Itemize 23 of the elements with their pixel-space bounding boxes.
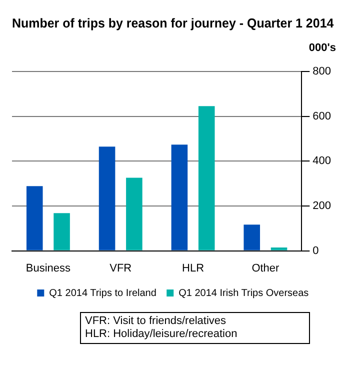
legend-label: Q1 2014 Irish Trips Overseas [178,288,309,299]
bar [54,213,70,250]
x-tick-label: VFR [110,262,132,274]
bar [171,144,188,250]
x-tick-label: HLR [182,262,204,274]
bar [244,224,260,250]
bar [26,186,43,250]
bar [98,146,116,250]
y-tick-label: 200 [312,200,332,212]
bar [126,178,142,250]
x-tick-label: Business [26,262,72,274]
y-tick-label: 0 [312,244,319,257]
text: HLR: Holiday/leisure/recreation [85,328,238,341]
legend-label: Q1 2014 Trips to Ireland [49,288,156,299]
y-axis-title: 000's [308,42,336,54]
y-tick-label: 400 [312,155,332,168]
y-tick-label: 800 [312,66,332,78]
bar [270,247,288,250]
bar [198,106,215,250]
y-tick-label: 600 [312,110,332,122]
chart-title: Number of trips by reason for journey - Quarter 1 2014 [12,15,335,30]
text: VFR: Visit to friends/relatives [85,315,228,328]
x-tick-label: Other [252,262,280,274]
